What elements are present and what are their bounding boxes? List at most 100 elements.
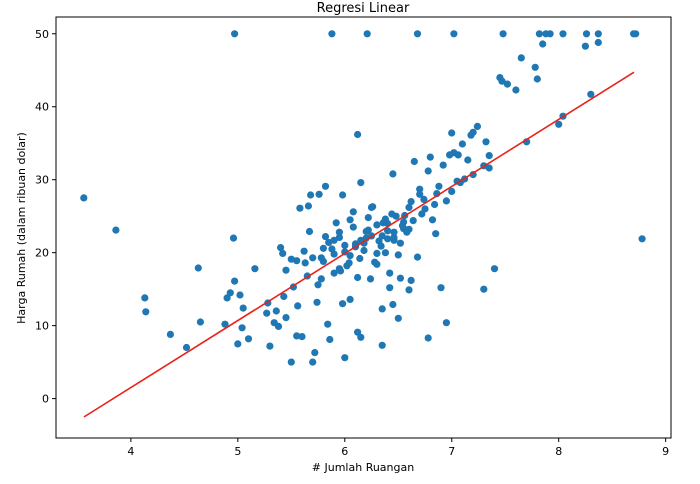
data-point [324,320,332,328]
data-point [221,320,229,328]
data-point [373,249,381,257]
data-point [349,223,357,231]
regression-line [83,71,635,418]
data-point [396,274,404,282]
y-tick-label: 50 [35,28,49,41]
data-point [424,334,432,342]
data-point [194,264,202,272]
data-point [413,30,422,38]
data-point [345,259,353,267]
data-point [280,292,288,301]
x-tick-label: 4 [127,445,134,458]
data-point [499,30,507,38]
data-point [360,246,368,255]
data-point [354,130,362,139]
data-point [335,228,343,236]
data-point [546,30,554,38]
data-point [632,30,640,38]
data-point [407,276,415,284]
data-point [409,217,417,225]
data-point [112,226,120,234]
data-point [360,239,368,247]
data-point [381,249,389,257]
data-point [287,358,295,366]
data-point [325,238,333,247]
data-point [473,122,481,130]
data-point [279,249,287,257]
data-point [396,239,404,247]
data-point [485,164,493,172]
data-point [309,358,317,366]
data-point [464,156,472,164]
data-point [594,38,602,47]
y-tick-label: 0 [42,393,49,406]
data-point [480,285,488,293]
data-point [363,30,371,38]
data-point [142,308,150,316]
data-point [390,233,398,241]
chart-title: Regresi Linear [317,1,410,16]
data-point [317,275,325,283]
data-point [426,153,434,161]
y-tick-label: 20 [35,247,49,260]
data-point [366,275,375,283]
y-tick-label: 10 [35,320,49,333]
data-point [582,30,591,38]
data-point [319,244,327,252]
x-tick-label: 6 [341,445,348,458]
data-point [272,307,280,315]
data-point [282,266,290,274]
data-point [354,273,362,282]
data-point [296,204,304,212]
data-point [398,222,407,230]
data-point [328,30,336,38]
data-point [428,216,437,224]
data-point [469,128,477,136]
data-point [364,214,372,222]
data-point [555,120,563,128]
data-point [378,341,386,349]
data-point [293,332,301,340]
data-point [234,340,242,348]
data-point [384,227,392,235]
regression-line-layer [83,71,635,418]
data-point [420,195,428,203]
data-point [364,226,372,234]
data-point [413,253,422,261]
data-point [517,54,525,62]
data-point [346,216,354,224]
data-point [357,179,365,187]
y-tick-label: 30 [35,174,49,187]
data-point [496,74,504,82]
data-point [379,219,387,227]
data-point [226,289,234,297]
data-point [301,259,309,267]
data-point [386,284,394,292]
data-point [266,342,274,350]
data-point [326,335,334,344]
data-point [389,170,397,178]
data-point [346,252,354,260]
data-point [236,291,244,299]
data-point [581,42,590,50]
data-point [231,30,239,38]
data-point [435,182,443,190]
data-point [309,254,317,262]
data-point [304,202,312,210]
y-axis-ticks: 0 10 20 30 40 50 [35,28,56,406]
data-point [336,267,345,275]
data-point [314,281,322,289]
data-point [371,258,379,266]
data-point [384,235,392,243]
data-point [454,151,462,159]
data-point [239,304,247,312]
data-point [377,242,385,250]
x-tick-label: 7 [448,445,455,458]
data-point [298,333,306,341]
data-point [182,343,191,352]
plot-frame [55,16,672,439]
data-point [638,235,646,243]
data-point [357,333,365,341]
